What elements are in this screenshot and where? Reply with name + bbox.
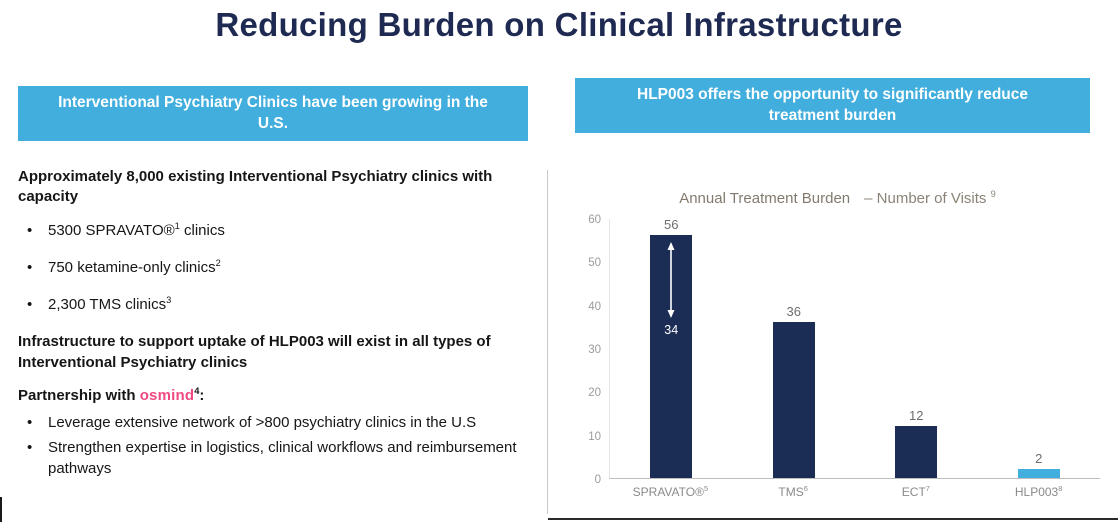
right-banner: HLP003 offers the opportunity to signifi… <box>575 78 1090 133</box>
footnote-ref: 3 <box>166 295 172 305</box>
footnote-ref: 9 <box>990 189 996 199</box>
partnership-bullet-list: Leverage extensive network of >800 psych… <box>18 413 534 479</box>
bar-value-label: 12 <box>909 408 924 423</box>
bar-column-3: 2 <box>978 451 1101 478</box>
bar-value-label: 36 <box>786 304 801 319</box>
x-axis-label: ECT7 <box>901 484 930 499</box>
y-tick-label: 30 <box>588 344 601 356</box>
footnote-ref: 5 <box>703 484 709 493</box>
chart-title: Annual Treatment Burden – Number of Visit… <box>575 189 1100 207</box>
bar-0: 34 <box>650 235 693 478</box>
list-item: 750 ketamine-only clinics2 <box>18 257 534 279</box>
left-banner: Interventional Psychiatry Clinics have b… <box>18 86 528 141</box>
y-tick-label: 10 <box>588 430 601 443</box>
y-tick-label: 50 <box>588 257 601 270</box>
footnote-ref: 7 <box>925 484 930 493</box>
bar-1 <box>772 322 815 478</box>
osmind-logo: osmind <box>139 386 195 404</box>
list-item: 2,300 TMS clinics3 <box>18 295 534 316</box>
y-tick-label: 40 <box>588 300 601 313</box>
bar-value-label: 56 <box>664 217 679 233</box>
annotation-value: 34 <box>664 323 679 338</box>
bar-column-0: 56 34 <box>610 217 733 478</box>
right-banner-text: HLP003 offers the opportunity to signifi… <box>637 85 1028 124</box>
x-axis-labels: SPRAVATO®5 TMS6 ECT7 HLP0038 <box>609 479 1100 499</box>
x-axis-label: SPRAVATO®5 <box>632 484 709 499</box>
left-banner-text: Interventional Psychiatry Clinics have b… <box>58 93 488 132</box>
y-tick-label: 20 <box>588 387 601 400</box>
x-axis-label: TMS6 <box>778 484 808 499</box>
y-axis: 0 10 20 30 40 50 60 <box>575 214 609 486</box>
bar-3 <box>1017 469 1060 478</box>
x-axis-label: HLP0038 <box>1014 484 1063 499</box>
footnote-ref: 2 <box>215 257 221 268</box>
bar-value-label: 2 <box>1035 451 1043 467</box>
page-title: Reducing Burden on Clinical Infrastructu… <box>215 6 903 43</box>
chart-title-sub: – Number of Visits 9 <box>864 189 996 207</box>
capacity-heading: Approximately 8,000 existing Interventio… <box>18 168 493 206</box>
bar-2 <box>895 426 938 478</box>
column-divider <box>547 170 548 514</box>
footnote-ref: 4 <box>194 385 200 396</box>
partnership-paragraph: Partnership with osmind4: <box>18 385 205 404</box>
bar-column-1: 36 <box>733 304 856 478</box>
bar-plot: 56 34 36 12 2 <box>609 217 1101 479</box>
list-item: Leverage extensive network of >800 psych… <box>18 413 534 434</box>
treatment-burden-chart: Annual Treatment Burden – Number of Visit… <box>575 189 1101 499</box>
list-item: 5300 SPRAVATO®1 clinics <box>18 220 534 242</box>
footnote-ref: 8 <box>1058 484 1063 493</box>
double-arrow-icon <box>667 242 675 319</box>
infrastructure-paragraph: Infrastructure to support uptake of HLP0… <box>18 333 491 371</box>
left-column: Approximately 8,000 existing Interventio… <box>18 167 534 493</box>
bottom-edge-line <box>548 518 1118 520</box>
y-tick-label: 60 <box>588 214 601 226</box>
footnote-ref: 1 <box>174 220 180 231</box>
clinic-bullet-list: 5300 SPRAVATO®1 clinics 750 ketamine-onl… <box>18 221 534 316</box>
left-edge-mark <box>0 497 2 522</box>
y-tick-label: 0 <box>594 474 601 486</box>
list-item: Strengthen expertise in logistics, clini… <box>18 438 534 479</box>
footnote-ref: 6 <box>803 484 808 493</box>
chart-title-main: Annual Treatment Burden <box>679 190 851 207</box>
plot-area: 0 10 20 30 40 50 60 56 34 36 12 2 <box>575 214 1101 486</box>
bar-column-2: 12 <box>855 408 978 478</box>
